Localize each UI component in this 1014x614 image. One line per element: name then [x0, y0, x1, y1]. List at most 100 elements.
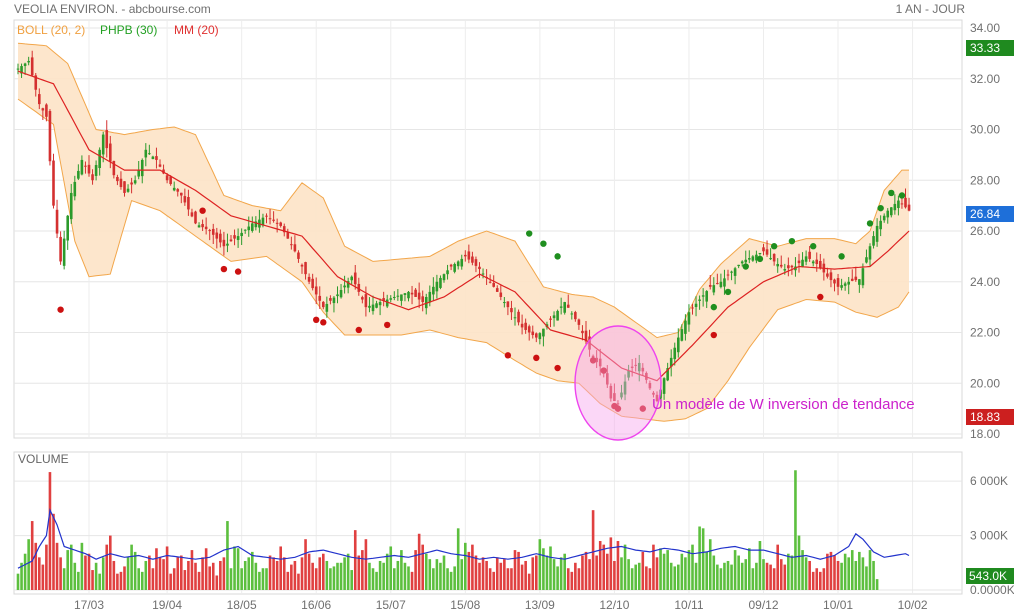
candle-body [790, 265, 794, 268]
candle-body [900, 203, 904, 205]
volume-bar [464, 542, 467, 590]
candle-body [371, 304, 375, 312]
candle-body [787, 265, 790, 269]
volume-bar [765, 562, 769, 590]
candle-body [34, 75, 38, 90]
candle-body [907, 204, 911, 211]
candle-body [268, 218, 272, 220]
volume-bar [652, 544, 655, 590]
volume-bar [339, 562, 343, 590]
volume-bar [740, 562, 744, 590]
volume-bar [783, 564, 787, 590]
candle-body [836, 278, 840, 287]
candle-body [364, 294, 368, 308]
date-tick-label: 16/06 [301, 598, 331, 612]
date-tick-label: 19/04 [152, 598, 182, 612]
volume-bar [361, 550, 364, 590]
volume-bar [858, 551, 861, 590]
volume-bar [148, 555, 151, 590]
volume-bar [804, 557, 808, 590]
price-tick-label: 18.00 [970, 427, 1000, 441]
candle-body [346, 281, 350, 288]
phpb-high-dot [770, 243, 778, 250]
volume-bar [439, 562, 442, 590]
date-tick-label: 17/03 [74, 598, 104, 612]
candle-body [48, 111, 52, 162]
volume-bar [183, 570, 187, 590]
candle-body [595, 357, 598, 363]
volume-bar [666, 550, 669, 590]
volume-bar [158, 557, 162, 590]
phpb-low-dot [199, 207, 206, 214]
candle-body [808, 251, 811, 259]
price-tick-label: 24.00 [970, 275, 1000, 289]
volume-bar [87, 553, 91, 590]
candle-body [325, 303, 329, 312]
volume-bar [634, 564, 637, 590]
volume-bar [62, 568, 66, 590]
volume-bar [581, 555, 584, 590]
volume-bar [602, 544, 606, 590]
volume-bar [606, 553, 609, 590]
period-label: 1 AN - JOUR [895, 2, 965, 16]
candle-body [815, 259, 819, 264]
candle-body [403, 293, 407, 295]
phpb-high-dot [788, 237, 796, 245]
candle-body [172, 187, 176, 191]
volume-bar [641, 551, 645, 590]
candle-body [243, 229, 247, 231]
candle-body [669, 357, 673, 367]
candle-body [30, 57, 34, 76]
candle-body [804, 256, 808, 262]
volume-bar [176, 557, 180, 590]
volume-bar [726, 560, 730, 590]
volume-bar [733, 550, 737, 590]
volume-bar [495, 557, 499, 590]
date-axis-labels: 17/03 19/04 18/05 16/06 15/07 15/08 13/09 12/10… [74, 598, 928, 612]
volume-bar [474, 555, 478, 590]
date-tick-label: 18/05 [227, 598, 257, 612]
candle-body [45, 104, 48, 117]
volume-bar [673, 566, 677, 590]
candle-body [385, 299, 389, 307]
volume-bar [69, 544, 73, 590]
candle-body [730, 271, 733, 273]
candle-body [98, 149, 101, 169]
candle-body [755, 254, 758, 261]
bollinger-upper-line [17, 42, 909, 339]
volume-bar [353, 530, 357, 590]
volume-bar [80, 542, 84, 590]
candle-body [254, 221, 258, 228]
volume-bar [769, 564, 772, 590]
candle-body [261, 217, 265, 226]
volume-bar [84, 555, 87, 590]
candle-body [424, 296, 428, 309]
candle-body [723, 278, 726, 287]
candle-body [204, 226, 208, 230]
volume-bar [187, 560, 190, 590]
volume-bar [620, 557, 623, 590]
volume-bar [94, 562, 98, 590]
volume-bar [417, 533, 421, 590]
candle-body [648, 383, 652, 389]
volume-bar [865, 566, 868, 590]
candle-body [850, 278, 854, 281]
candle-body [119, 178, 123, 188]
volume-bar [236, 548, 240, 590]
volume-bar [403, 562, 407, 590]
phpb-low-dot [589, 357, 597, 364]
candle-body [687, 312, 691, 325]
candle-body [748, 258, 751, 260]
candle-body [59, 236, 62, 262]
candle-body [801, 259, 804, 268]
volume-bar [169, 573, 172, 590]
volume-bar [254, 562, 258, 590]
volume-bar [290, 564, 293, 590]
candle-body [684, 320, 687, 334]
candle-body [77, 170, 80, 179]
volume-bar [499, 562, 503, 590]
volume-bar [336, 562, 339, 590]
volume-bar [123, 566, 126, 590]
volume-bar [687, 550, 691, 590]
candle-body [38, 94, 41, 105]
